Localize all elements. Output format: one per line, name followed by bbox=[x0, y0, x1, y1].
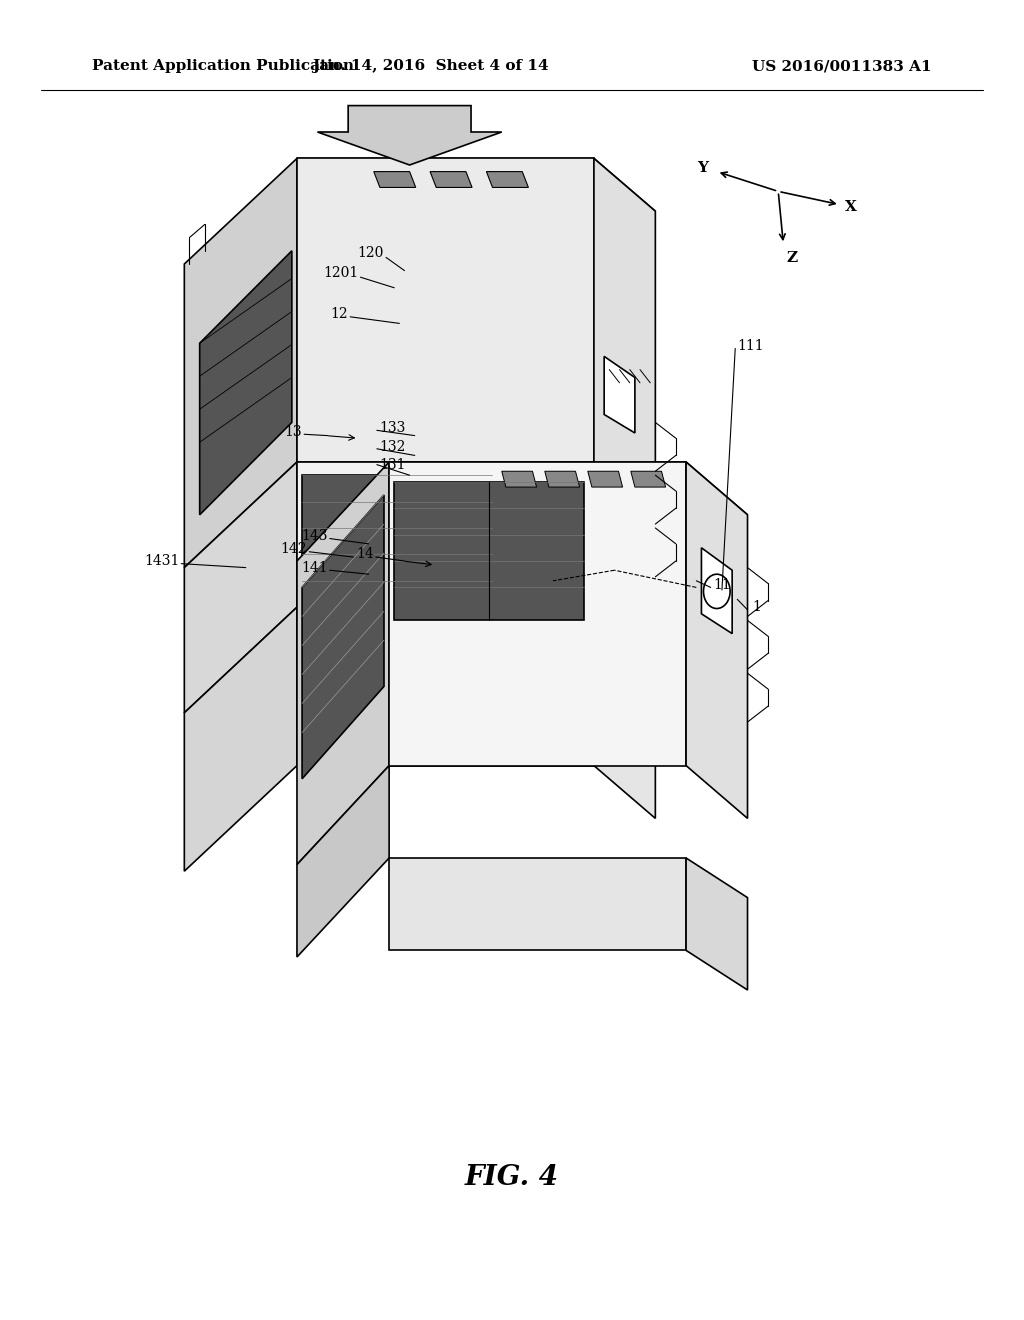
Polygon shape bbox=[374, 172, 416, 187]
Text: US 2016/0011383 A1: US 2016/0011383 A1 bbox=[753, 59, 932, 74]
Text: 1431: 1431 bbox=[143, 554, 179, 568]
Polygon shape bbox=[389, 858, 686, 950]
Polygon shape bbox=[297, 462, 594, 766]
Polygon shape bbox=[686, 858, 748, 990]
Polygon shape bbox=[297, 766, 389, 957]
Polygon shape bbox=[594, 158, 655, 515]
Text: 143: 143 bbox=[301, 529, 328, 543]
Polygon shape bbox=[701, 548, 732, 634]
Polygon shape bbox=[686, 462, 748, 818]
Polygon shape bbox=[184, 607, 297, 871]
Text: Z: Z bbox=[786, 251, 798, 265]
Polygon shape bbox=[184, 462, 297, 713]
Polygon shape bbox=[604, 356, 635, 433]
Polygon shape bbox=[588, 471, 623, 487]
Text: Jan. 14, 2016  Sheet 4 of 14: Jan. 14, 2016 Sheet 4 of 14 bbox=[311, 59, 549, 74]
Text: 132: 132 bbox=[379, 441, 406, 454]
Polygon shape bbox=[302, 475, 492, 614]
Text: 1: 1 bbox=[753, 601, 762, 614]
Text: X: X bbox=[845, 201, 857, 214]
Text: 120: 120 bbox=[357, 247, 384, 260]
Polygon shape bbox=[297, 462, 389, 865]
Polygon shape bbox=[317, 106, 502, 165]
Text: 11: 11 bbox=[714, 578, 731, 591]
Polygon shape bbox=[389, 462, 748, 515]
Polygon shape bbox=[394, 482, 584, 620]
Text: 14: 14 bbox=[356, 548, 374, 561]
Polygon shape bbox=[486, 172, 528, 187]
Polygon shape bbox=[297, 158, 655, 211]
Text: 133: 133 bbox=[379, 421, 406, 434]
Polygon shape bbox=[430, 172, 472, 187]
Text: Y: Y bbox=[697, 161, 709, 174]
Polygon shape bbox=[297, 158, 594, 462]
Text: FIG. 4: FIG. 4 bbox=[465, 1164, 559, 1191]
Text: 141: 141 bbox=[301, 561, 328, 574]
Text: Patent Application Publication: Patent Application Publication bbox=[92, 59, 354, 74]
Polygon shape bbox=[502, 471, 537, 487]
Text: 12: 12 bbox=[331, 308, 348, 321]
Text: 111: 111 bbox=[737, 339, 764, 352]
Text: 1201: 1201 bbox=[324, 267, 358, 280]
Polygon shape bbox=[302, 495, 384, 779]
Polygon shape bbox=[184, 158, 297, 568]
Text: 13: 13 bbox=[285, 425, 302, 438]
Text: 131: 131 bbox=[379, 458, 406, 471]
Polygon shape bbox=[545, 471, 580, 487]
Text: 142: 142 bbox=[281, 543, 307, 556]
Polygon shape bbox=[631, 471, 666, 487]
Polygon shape bbox=[389, 462, 686, 766]
Polygon shape bbox=[594, 462, 655, 818]
Polygon shape bbox=[200, 251, 292, 515]
